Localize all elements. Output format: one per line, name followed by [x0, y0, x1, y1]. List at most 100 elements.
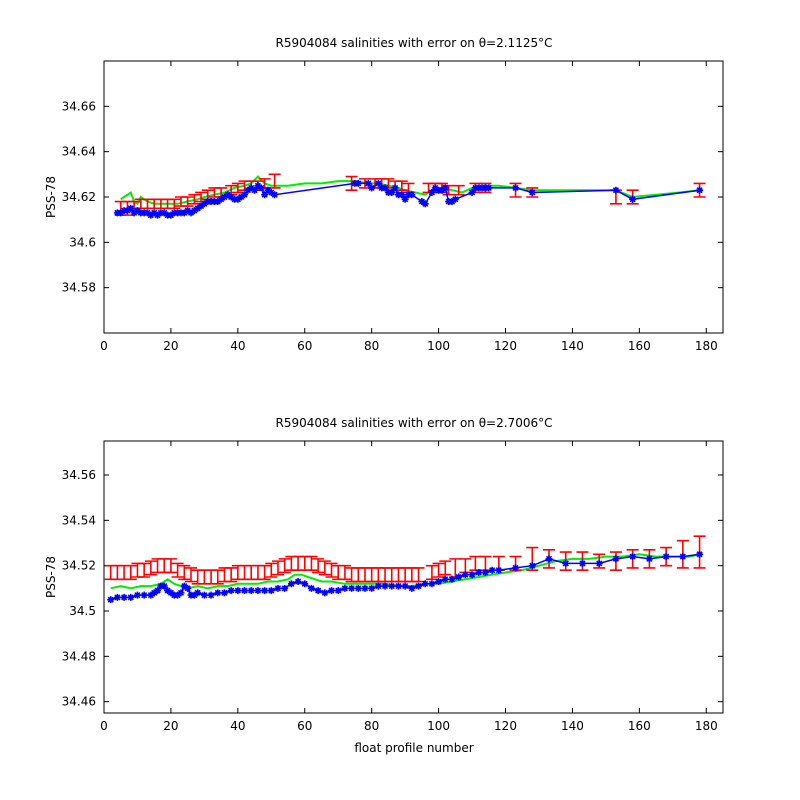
- float-point-marker: [545, 555, 553, 563]
- x-tick-label: 0: [100, 719, 108, 733]
- float-point-marker: [167, 211, 175, 219]
- float-point-marker: [154, 587, 162, 595]
- float-point-marker: [428, 580, 436, 588]
- x-tick-label: 100: [427, 339, 450, 353]
- float-point-marker: [438, 186, 446, 194]
- float-point-marker: [180, 209, 188, 217]
- plot-marks: [113, 173, 706, 219]
- float-point-marker: [562, 559, 570, 567]
- error-bar: [225, 567, 238, 583]
- error-bar: [168, 198, 181, 210]
- float-point-marker: [421, 200, 429, 208]
- float-point-marker: [267, 587, 275, 595]
- float-point-marker: [241, 191, 249, 199]
- float-point-marker: [354, 584, 362, 592]
- float-point-marker: [595, 559, 603, 567]
- float-point-marker: [184, 207, 192, 215]
- float-point-marker: [207, 591, 215, 599]
- error-bar: [258, 564, 271, 581]
- float-point-marker: [381, 582, 389, 590]
- float-point-marker: [200, 200, 208, 208]
- float-point-marker: [254, 182, 262, 190]
- float-point-marker: [140, 591, 148, 599]
- float-point-marker: [629, 195, 637, 203]
- float-point-marker: [394, 582, 402, 590]
- float-point-marker: [190, 591, 198, 599]
- float-point-marker: [187, 209, 195, 217]
- error-bar: [124, 564, 137, 581]
- error-bar: [452, 184, 465, 196]
- float-point-marker: [485, 184, 493, 192]
- x-tick-label: 180: [695, 339, 718, 353]
- float-point-marker: [164, 587, 172, 595]
- float-point-marker: [294, 578, 302, 586]
- y-tick-label: 34.66: [62, 99, 96, 113]
- error-bar: [312, 558, 325, 574]
- x-tick-label: 160: [628, 719, 651, 733]
- float-point-marker: [455, 573, 463, 581]
- float-point-marker: [314, 587, 322, 595]
- y-tick-label: 34.46: [62, 695, 96, 709]
- float-point-marker: [381, 184, 389, 192]
- error-bar: [181, 196, 194, 207]
- float-point-marker: [227, 587, 235, 595]
- y-tick-label: 34.54: [62, 513, 96, 527]
- float-point-marker: [241, 587, 249, 595]
- error-bar: [338, 564, 351, 581]
- x-tick-label: 140: [561, 339, 584, 353]
- float-point-marker: [374, 582, 382, 590]
- float-point-marker: [247, 184, 255, 192]
- float-point-marker: [374, 179, 382, 187]
- float-point-marker: [461, 571, 469, 579]
- float-point-marker: [629, 553, 637, 561]
- float-point-marker: [341, 584, 349, 592]
- float-point-marker: [174, 591, 182, 599]
- x-tick-label: 0: [100, 339, 108, 353]
- error-bar: [439, 560, 452, 576]
- float-point-marker: [180, 582, 188, 590]
- x-tick-label: 60: [297, 719, 312, 733]
- y-tick-label: 34.58: [62, 281, 96, 295]
- float-point-marker: [123, 207, 131, 215]
- float-point-marker: [475, 568, 483, 576]
- float-point-marker: [267, 188, 275, 196]
- float-point-marker: [120, 593, 128, 601]
- float-point-marker: [481, 568, 489, 576]
- float-point-marker: [184, 584, 192, 592]
- y-tick-label: 34.48: [62, 649, 96, 663]
- float-point-marker: [197, 202, 205, 210]
- float-point-marker: [512, 184, 520, 192]
- float-point-marker: [435, 578, 443, 586]
- float-point-marker: [662, 553, 670, 561]
- float-point-marker: [281, 584, 289, 592]
- float-point-marker: [130, 209, 138, 217]
- float-point-marker: [388, 188, 396, 196]
- float-point-marker: [160, 209, 168, 217]
- plot-marks: [104, 535, 706, 604]
- x-tick-label: 40: [230, 719, 245, 733]
- x-axis-label: float profile number: [354, 741, 473, 755]
- float-point-marker: [154, 211, 162, 219]
- error-bar: [138, 562, 151, 578]
- float-point-marker: [254, 587, 262, 595]
- float-point-marker: [415, 582, 423, 590]
- float-point-marker: [361, 584, 369, 592]
- x-tick-label: 100: [427, 719, 450, 733]
- float-point-marker: [528, 562, 536, 570]
- float-point-marker: [234, 195, 242, 203]
- float-point-marker: [257, 184, 265, 192]
- float-point-marker: [418, 198, 426, 206]
- error-bar: [278, 558, 291, 574]
- chart-top: R5904084 salinities with error on θ=2.11…: [44, 36, 724, 353]
- float-point-marker: [448, 575, 456, 583]
- float-point-marker: [696, 186, 704, 194]
- error-bar: [271, 560, 284, 576]
- float-point-marker: [645, 555, 653, 563]
- float-point-marker: [194, 589, 202, 597]
- error-bar: [305, 555, 318, 571]
- float-point-marker: [237, 193, 245, 201]
- float-point-marker: [274, 584, 282, 592]
- float-point-marker: [113, 593, 121, 601]
- float-point-marker: [612, 555, 620, 563]
